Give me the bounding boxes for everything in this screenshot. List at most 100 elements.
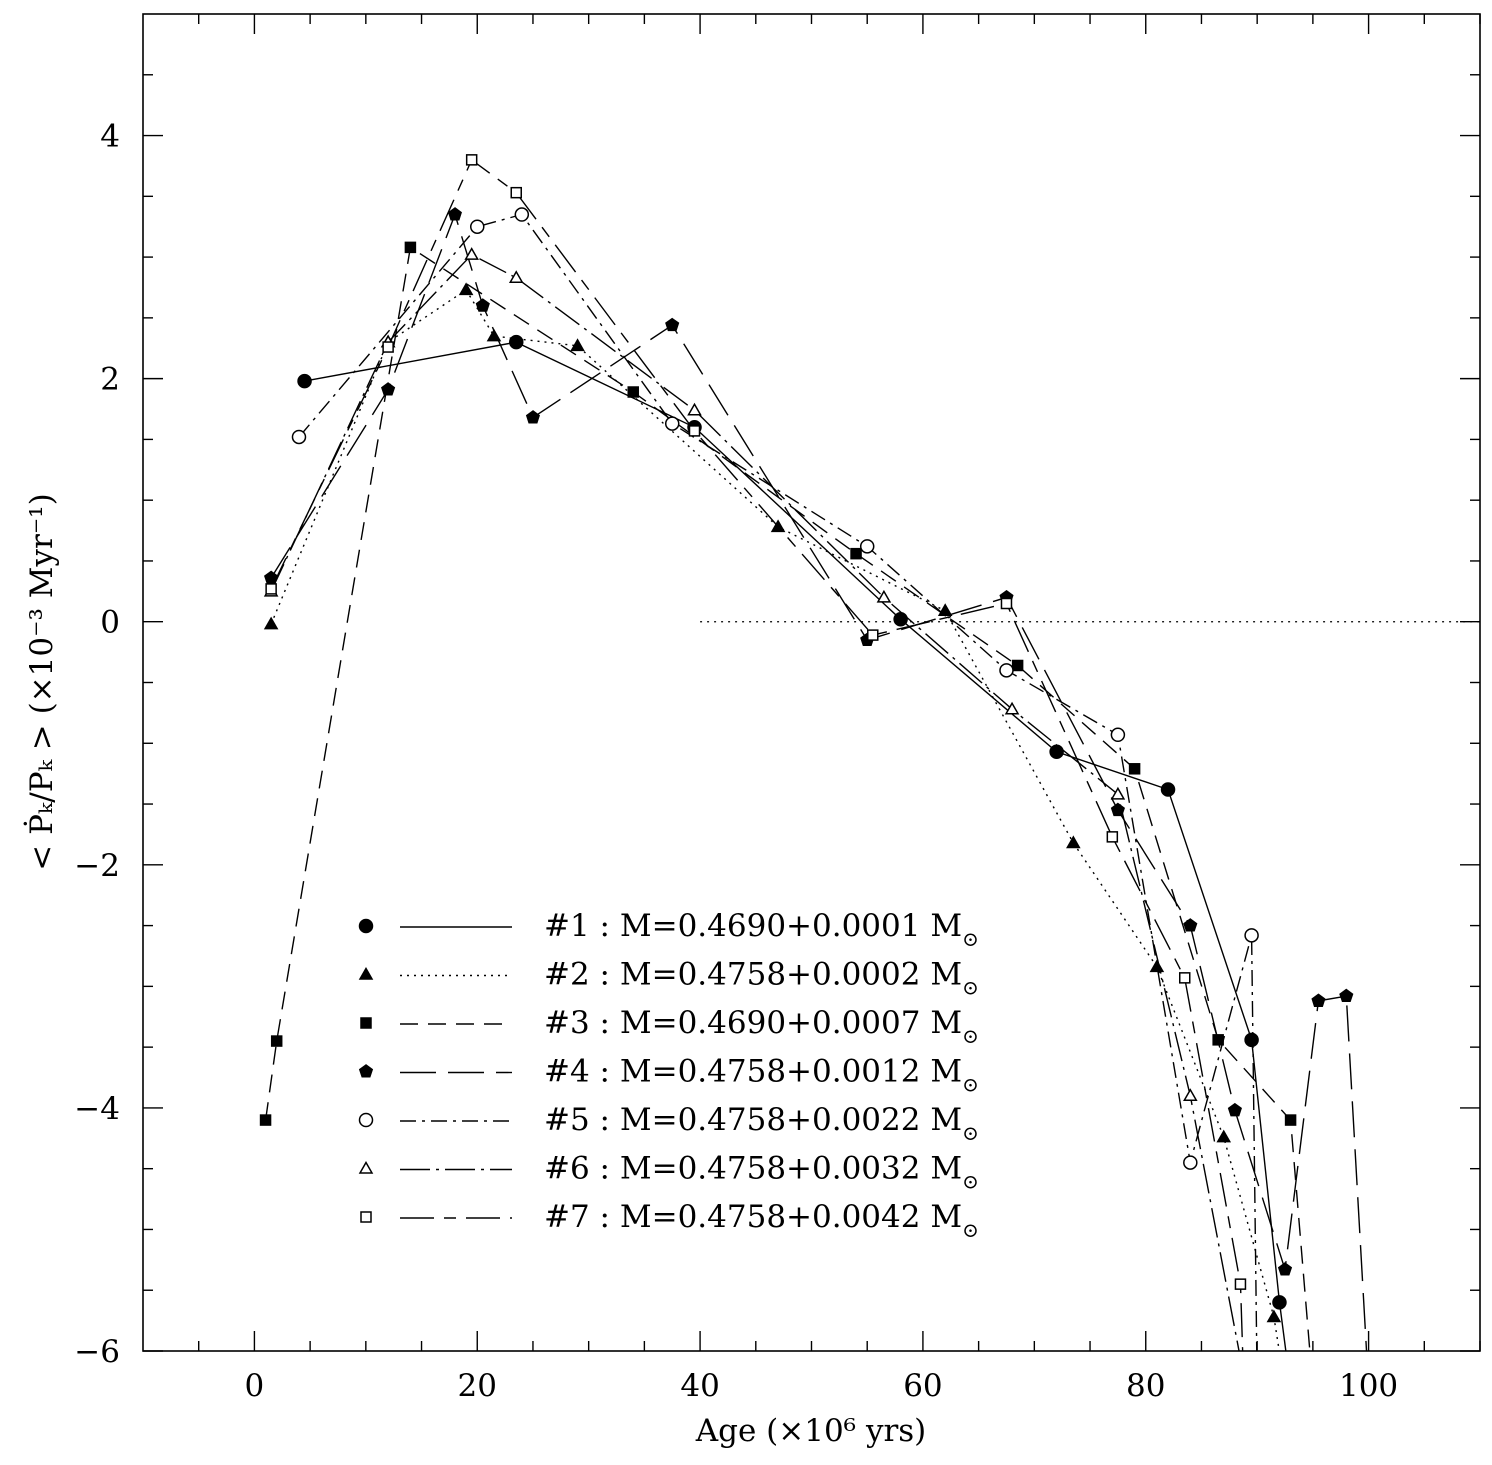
data-point-s6 xyxy=(876,589,892,603)
data-point-s6 xyxy=(508,270,524,284)
data-point-s5 xyxy=(1183,1155,1198,1170)
series-line-s6 xyxy=(270,253,1240,1351)
data-point-s3 xyxy=(1128,763,1141,775)
data-point-s2 xyxy=(570,338,585,352)
data-point-s6 xyxy=(464,247,479,260)
data-point-s7 xyxy=(265,583,277,595)
data-series xyxy=(259,154,1368,1351)
legend-label-s1: #1 : M=0.4690+0.0001 M⊙ xyxy=(544,908,979,951)
x-tick-label: 40 xyxy=(680,1368,719,1404)
legend-entry-s4: #4 : M=0.4758+0.0012 M⊙ xyxy=(358,1054,979,1097)
data-point-s7 xyxy=(688,425,701,437)
data-point-s7 xyxy=(1106,831,1119,843)
data-point-s2 xyxy=(1266,1309,1282,1323)
data-point-s1 xyxy=(1272,1295,1287,1310)
data-point-s3 xyxy=(850,547,862,560)
legend-label-s4: #4 : M=0.4758+0.0012 M⊙ xyxy=(544,1054,979,1097)
legend-marker-s7 xyxy=(360,1211,372,1223)
axis-ticks xyxy=(143,14,1481,1352)
data-point-s4 xyxy=(1183,918,1198,932)
y-tick-label: −4 xyxy=(74,1091,120,1127)
y-tick-label: 4 xyxy=(100,119,120,155)
data-point-s2 xyxy=(263,616,279,630)
series-s5 xyxy=(291,207,1259,1351)
data-point-s2 xyxy=(458,282,474,296)
legend-marker-s6 xyxy=(358,1160,374,1174)
legend-sun-symbol: ⊙ xyxy=(962,1218,979,1242)
x-tick-label: 0 xyxy=(245,1368,265,1404)
data-point-s4 xyxy=(1311,993,1326,1007)
series-line-s3 xyxy=(264,246,1311,1351)
x-tick-label: 100 xyxy=(1339,1368,1398,1404)
legend-sun-symbol: ⊙ xyxy=(962,1170,979,1194)
legend-label-s5: #5 : M=0.4758+0.0022 M⊙ xyxy=(544,1102,979,1145)
data-point-s7 xyxy=(1178,972,1191,984)
legend-sun-symbol: ⊙ xyxy=(962,976,979,1000)
data-point-s3 xyxy=(270,1035,283,1047)
data-point-s5 xyxy=(664,416,680,431)
data-point-s4 xyxy=(447,207,462,221)
data-point-s1 xyxy=(508,334,524,350)
data-point-s5 xyxy=(999,663,1014,678)
series-s7 xyxy=(265,154,1247,1351)
legend-marker-s1 xyxy=(358,918,374,934)
legend-marker-s4 xyxy=(358,1064,374,1078)
legend-label-s7: #7 : M=0.4758+0.0042 M⊙ xyxy=(544,1199,979,1242)
y-tick-label: 0 xyxy=(100,605,120,641)
data-point-s7 xyxy=(382,341,394,353)
data-point-s4 xyxy=(1339,988,1354,1003)
x-axis-title: Age (×10⁶ yrs) xyxy=(695,1413,927,1449)
data-point-s7 xyxy=(1234,1278,1247,1290)
data-point-s3 xyxy=(1011,659,1024,672)
data-point-s5 xyxy=(514,207,530,222)
data-point-s6 xyxy=(1004,701,1020,715)
data-point-s1 xyxy=(1160,782,1176,797)
legend-sun-symbol: ⊙ xyxy=(962,1121,979,1145)
legend-label-s3: #3 : M=0.4690+0.0007 M⊙ xyxy=(544,1005,979,1048)
y-tick-label: −2 xyxy=(74,848,120,884)
y-axis-title: < Ṗₖ/Pₖ > (×10⁻³ Myr⁻¹) xyxy=(22,493,60,870)
y-tick-label: −6 xyxy=(74,1334,120,1370)
data-point-s6 xyxy=(1183,1088,1198,1102)
data-point-s3 xyxy=(627,386,639,398)
data-point-s4 xyxy=(525,410,540,424)
legend-marker-s2 xyxy=(358,966,374,980)
data-point-s6 xyxy=(687,402,702,416)
legend-marker-s3 xyxy=(360,1017,372,1029)
legend-label-s6: #6 : M=0.4758+0.0032 M⊙ xyxy=(544,1151,979,1194)
x-tick-label: 80 xyxy=(1126,1368,1165,1404)
legend-entry-s7: #7 : M=0.4758+0.0042 M⊙ xyxy=(360,1199,979,1242)
legend-entry-s5: #5 : M=0.4758+0.0022 M⊙ xyxy=(358,1102,979,1145)
data-point-s1 xyxy=(1049,744,1064,760)
y-tick-label: 2 xyxy=(100,362,120,398)
legend-marker-s5 xyxy=(358,1112,374,1128)
data-point-s2 xyxy=(1066,835,1081,849)
series-line-s7 xyxy=(270,158,1244,1351)
data-point-s7 xyxy=(465,154,478,166)
data-point-s3 xyxy=(404,241,417,254)
data-point-s4 xyxy=(1227,1102,1242,1117)
data-point-s4 xyxy=(475,298,490,312)
x-tick-label: 20 xyxy=(458,1368,497,1404)
x-tick-label: 60 xyxy=(903,1368,942,1404)
data-point-s1 xyxy=(297,373,312,389)
data-point-s1 xyxy=(1244,1032,1259,1048)
data-point-s5 xyxy=(291,429,307,445)
legend-entry-s2: #2 : M=0.4758+0.0002 M⊙ xyxy=(358,957,979,1000)
data-point-s7 xyxy=(867,629,879,641)
data-point-s4 xyxy=(665,317,680,332)
legend-entry-s1: #1 : M=0.4690+0.0001 M⊙ xyxy=(358,908,979,951)
data-point-s3 xyxy=(259,1114,272,1126)
data-point-s6 xyxy=(1110,786,1126,800)
axis-tick-labels: 0 20 40 60 80 100 −6 −4 −2 0 2 4 xyxy=(74,119,1398,1404)
data-point-s5 xyxy=(1110,727,1126,743)
data-point-s4 xyxy=(381,382,396,396)
legend: #1 : M=0.4690+0.0001 M⊙ #2 : M=0.4758+0.0… xyxy=(358,908,979,1242)
data-point-s2 xyxy=(937,603,953,617)
legend-entry-s6: #6 : M=0.4758+0.0032 M⊙ xyxy=(358,1151,979,1194)
data-point-s7 xyxy=(1000,597,1013,610)
series-line-s5 xyxy=(298,213,1258,1351)
data-point-s4 xyxy=(1277,1262,1293,1276)
data-point-s1 xyxy=(893,612,908,627)
